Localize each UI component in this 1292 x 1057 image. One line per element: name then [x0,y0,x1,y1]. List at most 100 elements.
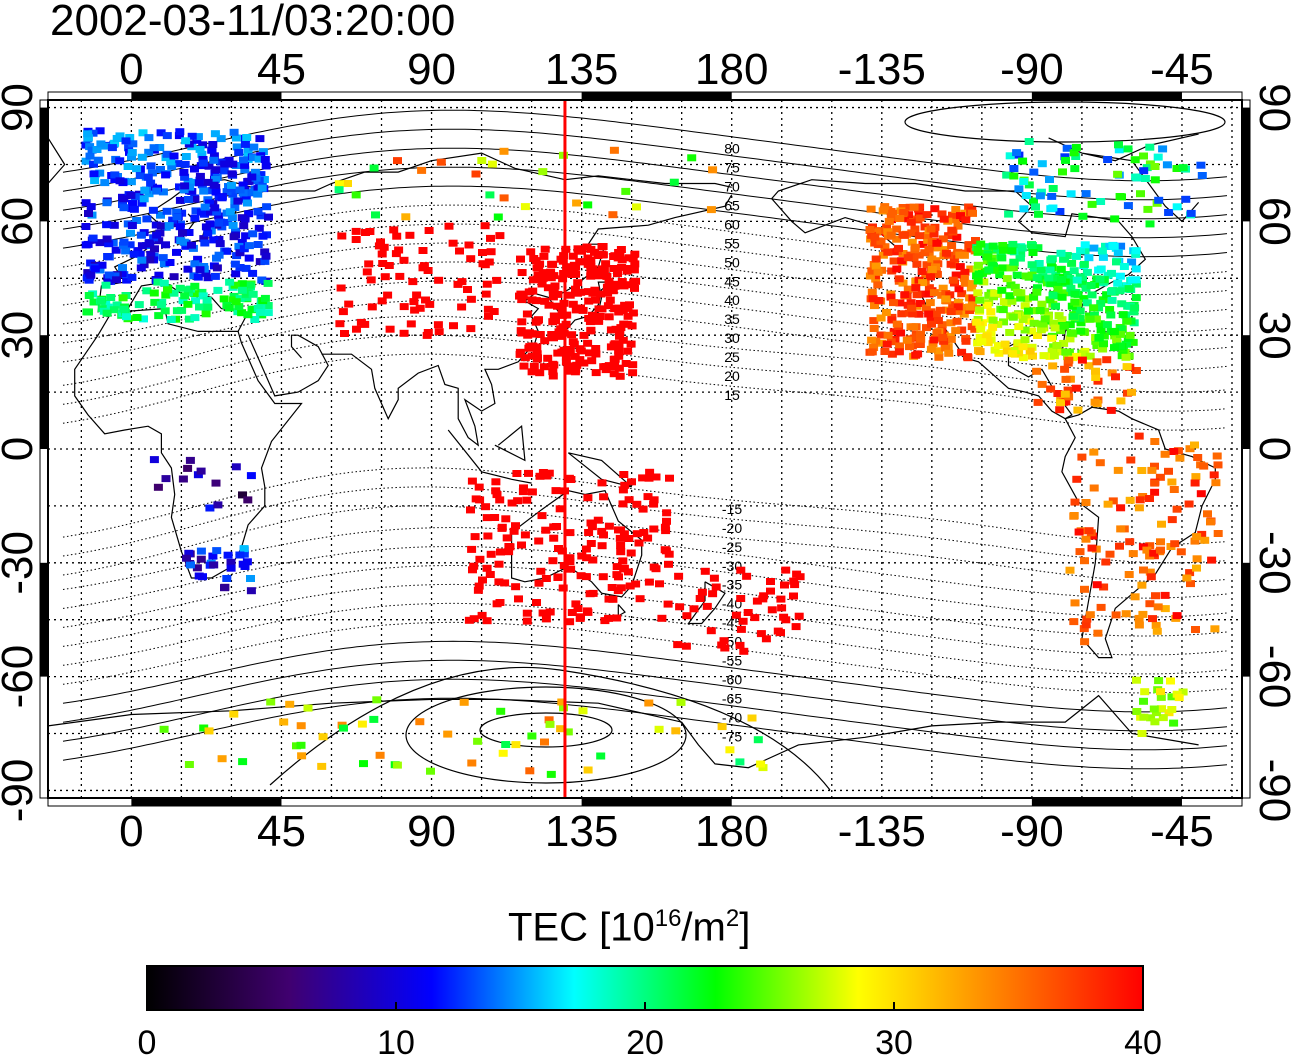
tec-cell [625,582,635,590]
tec-cell [1049,319,1059,327]
tec-cell [1021,192,1031,199]
contour-label: 75 [724,159,740,175]
tec-cell [244,189,254,197]
tec-cell [467,477,477,485]
tec-cell [247,173,257,181]
tec-cell [1070,290,1080,298]
tec-cell [207,146,217,154]
south-pole-contour [405,686,687,784]
tec-cell [507,499,517,507]
tec-cell [1014,185,1024,193]
tec-cell [1150,163,1160,170]
map-frame [39,91,1251,807]
tec-cell [357,720,367,728]
tec-cell [198,156,208,163]
tec-cell [565,554,575,562]
tec-cell [1094,304,1104,312]
tec-cell [609,355,619,363]
tec-cell [538,274,548,282]
left-lat-tick-label: -60 [0,645,42,709]
tec-cell [889,299,898,307]
tec-cell [464,241,474,249]
tec-cell [565,291,575,299]
tec-cell [706,627,716,635]
tec-cell [876,237,886,245]
tec-cell [1150,479,1160,487]
tec-cell [1192,533,1202,541]
tec-cell [436,158,446,166]
tec-cell [84,308,93,316]
bottom-lon-tick-label: 0 [119,807,143,856]
tec-cell [557,698,567,706]
tec-cell [112,301,122,309]
tec-cell [482,514,492,522]
tec-cell [213,501,223,509]
contour-line [62,659,1228,732]
tec-cell [654,725,664,733]
tec-cell [576,572,586,580]
tec-cell [614,340,624,348]
tec-cell [964,241,974,249]
tec-cell [231,298,241,306]
tec-cell [880,348,890,355]
tec-cell [1065,335,1075,343]
tec-cell [1166,677,1175,685]
tec-cell [1007,297,1017,305]
bottom-border-fill [1031,798,1182,806]
tec-cell [136,231,146,239]
tec-cell [250,316,260,323]
tec-cell [1148,615,1157,623]
tec-cell [918,240,928,248]
tec-cell [492,491,502,499]
tec-cell [371,211,380,219]
tec-cell [990,289,1000,297]
tec-cell [154,271,164,279]
tec-cell [597,542,607,550]
tec-cell [1033,332,1042,339]
tec-cell [794,612,804,620]
tec-cell [960,279,970,287]
map-title: 2002-03-11/03:20:00 [50,0,456,45]
tec-cell [927,266,937,273]
tec-cell [394,246,404,254]
tec-cell [1212,452,1222,460]
tec-cell [615,534,625,542]
tec-cell [81,241,91,249]
tec-cell [471,495,481,503]
tec-cell [630,250,640,258]
tec-cell [586,540,596,547]
tec-cell [899,231,909,239]
tec-cell [244,242,254,250]
tec-cell [241,194,251,202]
right-border-fill [1242,562,1250,677]
tec-cell [706,206,716,214]
tec-cell [1207,556,1217,564]
tec-cell [243,147,253,155]
tec-cell [194,572,204,580]
tec-cell [957,348,967,356]
coastline [567,452,633,488]
tec-cell [1089,484,1099,492]
tec-cell [127,153,136,161]
tec-cell [528,342,538,350]
tec-cell [102,221,112,229]
tec-cell [638,474,648,482]
tec-cell [537,512,547,520]
tec-cell [1137,581,1147,589]
tec-cell [484,258,494,266]
tec-cell [628,369,638,377]
tec-cell [444,222,454,230]
tec-cell [873,268,883,276]
tec-cell [1192,555,1202,563]
tec-cell [961,337,971,345]
tec-cell [554,328,564,336]
tec-cell [229,233,239,241]
bottom-lon-tick-label: -45 [1150,807,1214,856]
tec-cell [1053,390,1063,397]
tec-cell [575,356,585,364]
tec-cell [180,160,190,168]
tec-cell [495,496,505,504]
tec-cell [1113,466,1123,474]
tec-cell [1210,625,1220,633]
tec-cell [1033,284,1042,292]
